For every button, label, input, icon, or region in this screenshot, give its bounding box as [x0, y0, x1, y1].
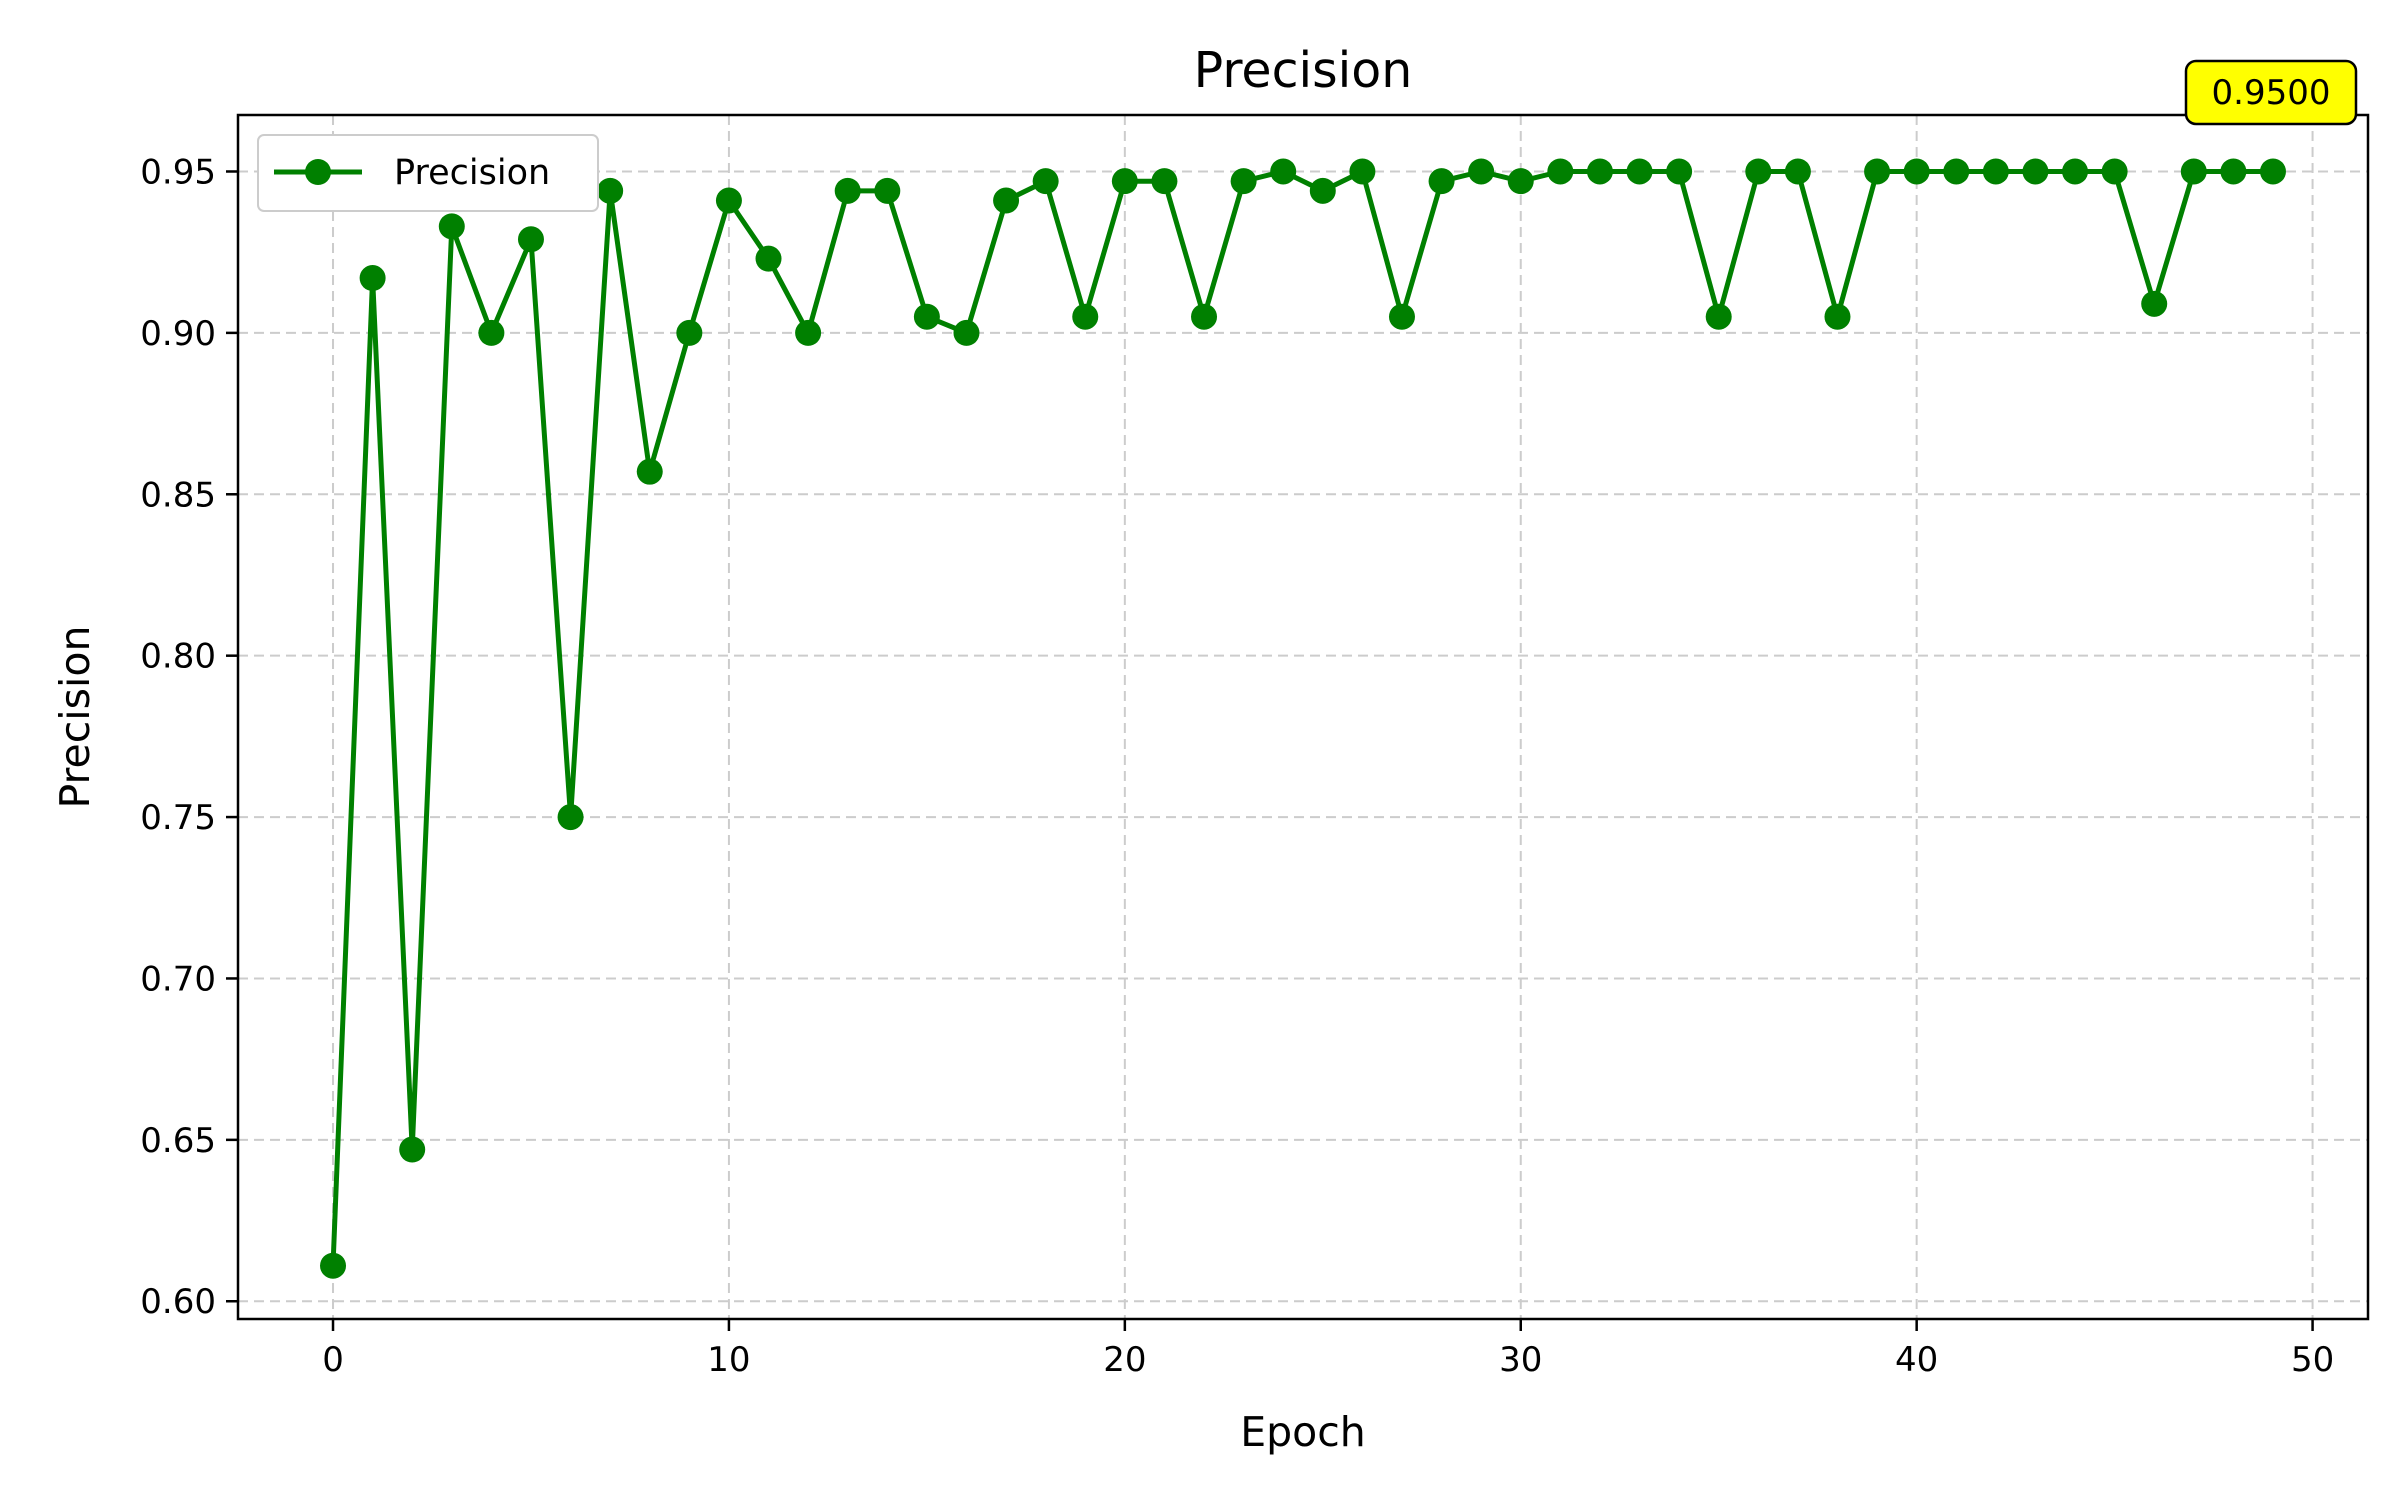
data-point	[1151, 168, 1178, 195]
x-tick-label: 10	[707, 1340, 750, 1380]
data-point	[834, 177, 861, 204]
data-point	[1626, 158, 1653, 185]
data-point	[2101, 158, 2128, 185]
data-point	[1666, 158, 1693, 185]
data-point	[1784, 158, 1811, 185]
x-tick-label: 50	[2291, 1340, 2334, 1380]
y-tick-label: 0.90	[140, 314, 216, 354]
x-tick-label: 30	[1499, 1340, 1542, 1380]
data-point	[517, 226, 544, 253]
data-point	[1230, 168, 1257, 195]
data-point	[755, 245, 782, 272]
data-point	[2180, 158, 2207, 185]
data-point	[1982, 158, 2009, 185]
data-point	[1270, 158, 1297, 185]
last-value-annotation: 0.9500	[2184, 59, 2358, 126]
data-point	[359, 265, 386, 292]
legend-box	[257, 134, 599, 212]
data-point	[1309, 177, 1336, 204]
legend-label-precision: Precision	[394, 153, 550, 193]
annotation-text: 0.9500	[2212, 73, 2331, 113]
data-point	[2062, 158, 2089, 185]
data-point	[399, 1136, 426, 1163]
legend: Precision	[257, 134, 599, 212]
data-point	[2022, 158, 2049, 185]
series-precision	[320, 158, 2286, 1279]
data-point	[676, 319, 703, 346]
data-point	[1547, 158, 1574, 185]
data-point	[1824, 303, 1851, 330]
data-point	[993, 187, 1020, 214]
y-tick-label: 0.85	[140, 475, 216, 515]
data-point	[913, 303, 940, 330]
data-point	[1072, 303, 1099, 330]
data-point	[874, 177, 901, 204]
data-point	[1191, 303, 1218, 330]
data-point	[1705, 303, 1732, 330]
y-tick-label: 0.70	[140, 959, 216, 999]
data-point	[1111, 168, 1138, 195]
data-point	[1903, 158, 1930, 185]
data-point	[1507, 168, 1534, 195]
data-point	[1349, 158, 1376, 185]
data-point	[1468, 158, 1495, 185]
data-point	[1864, 158, 1891, 185]
plot-frame	[236, 113, 2370, 1321]
y-tick-label: 0.80	[140, 637, 216, 677]
y-tick-label: 0.60	[140, 1282, 216, 1322]
data-point	[1428, 168, 1455, 195]
y-tick-label: 0.75	[140, 798, 216, 838]
data-point	[478, 319, 505, 346]
data-point	[953, 319, 980, 346]
data-point	[557, 804, 584, 831]
data-point	[1745, 158, 1772, 185]
data-point	[1388, 303, 1415, 330]
data-point	[2259, 158, 2286, 185]
annotation-box	[2184, 59, 2358, 126]
data-point	[438, 213, 465, 240]
data-point	[1586, 158, 1613, 185]
x-tick-label: 40	[1895, 1340, 1938, 1380]
data-point	[1032, 168, 1059, 195]
data-point	[2141, 290, 2168, 317]
x-tick-label: 20	[1103, 1340, 1146, 1380]
data-point	[715, 187, 742, 214]
y-tick-label: 0.65	[140, 1121, 216, 1161]
axis-ticks: 0 10 20 30 40 50 0.60 0.65 0.70 0.75 0.80 0.85 0.90 0…	[140, 152, 2334, 1380]
data-point	[597, 177, 624, 204]
data-point	[795, 319, 822, 346]
data-point	[2220, 158, 2247, 185]
data-point	[636, 458, 663, 485]
data-point	[320, 1252, 347, 1279]
y-tick-label: 0.95	[140, 152, 216, 192]
chart-title: Precision	[1194, 42, 1413, 99]
y-axis-title: Precision	[51, 626, 99, 809]
x-tick-label: 0	[322, 1340, 344, 1380]
x-axis-title: Epoch	[1240, 1408, 1366, 1456]
data-point	[1943, 158, 1970, 185]
legend-marker-precision	[305, 159, 331, 185]
